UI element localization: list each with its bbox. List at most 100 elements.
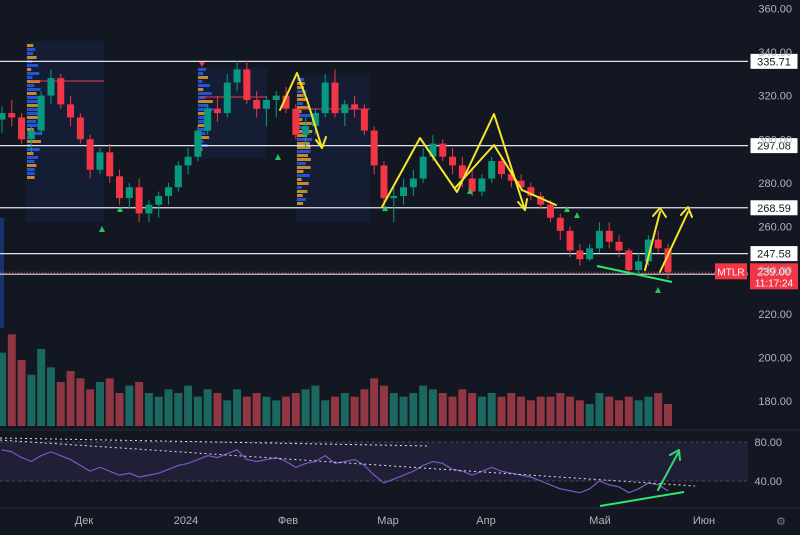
symbol-badge [715,263,747,280]
candle-body [204,108,212,131]
signal-triangle [655,287,661,293]
volume-profile-bar [27,104,41,107]
candle-body [576,250,584,260]
arrow-head [652,207,667,218]
candle-body [96,152,104,170]
candle-body [439,143,447,157]
volume-bar [37,349,46,426]
candle-body [654,239,662,249]
candle-body [37,95,45,131]
volume-bar [468,393,477,426]
signal-triangle [117,206,123,212]
candle-body [644,239,652,262]
candle-body [184,156,192,166]
time-tick-label: Май [589,515,611,527]
settings-gear-icon[interactable]: ⚙ [776,516,786,528]
price-tick-label: 180.00 [758,396,792,408]
volume-profile-bar [297,150,311,153]
time-tick-label: Апр [476,515,495,527]
candle-body [429,143,437,157]
volume-bar [428,389,437,426]
countdown-label: 11:17:24 [755,278,794,289]
volume-bar [644,396,653,426]
candle-body [419,156,427,179]
candle-body [155,195,163,205]
candle-body [213,108,221,114]
rsi-band [0,442,748,481]
volume-profile-bar [27,56,37,59]
candle-body [76,117,84,140]
volume-bar [17,360,26,426]
signal-triangle [574,212,580,218]
rsi-tick-label: 80.00 [754,437,782,449]
volume-bar [497,396,506,426]
volume-profile-bar [297,178,302,181]
volume-bar [331,396,339,426]
price-tick-label: 280.00 [758,178,792,190]
horizontal-levels: 335.71297.08268.59247.58238.14MTLR239.00… [0,52,799,290]
candle-body [351,104,359,109]
volume-profile-bar [27,44,34,47]
volume-profile-bar [297,114,311,117]
volume-bar [438,393,447,426]
signal-triangle [199,62,205,67]
candle-body [566,230,574,251]
volume-bar [291,393,300,426]
volume-profile-bar [297,202,304,205]
candle-body [27,130,35,140]
candle-body [625,250,633,271]
price-tick-label: 200.00 [758,352,792,364]
zigzag-arrow [381,113,526,211]
volume-bar [536,396,545,426]
volume-bar [262,396,271,426]
volume-bar [144,393,153,426]
rsi-tick-label: 40.00 [754,476,782,488]
volume-profile-bar [297,166,311,169]
candle-body [18,117,26,140]
volume-profile-bar [198,84,211,87]
volume-bar [115,393,124,426]
volume-bar [233,389,242,426]
symbol-label: MTLR [717,267,744,278]
volume-bar [507,393,516,426]
volume-bar [526,400,535,426]
candle-body [488,161,496,179]
volume-bar [654,393,663,426]
candlesticks [0,60,672,279]
candle-body [292,108,300,135]
volume-bar [7,334,16,426]
volume-bar [164,389,173,426]
up-arrow [644,211,661,271]
candle-body [449,156,457,166]
volume-profile-bar [297,138,313,141]
volume-bar [624,396,633,426]
candle-body [233,69,241,83]
volume-profile-bar [27,168,35,171]
volume-bar [193,396,202,426]
volume-bar [389,393,398,426]
candle-body [546,204,554,218]
price-tick-label: 240.00 [758,265,792,277]
candle-body [468,178,476,192]
volume-bar [56,382,65,426]
volume-bar [0,352,6,426]
volume-profile-bar [297,98,308,101]
candle-body [664,248,672,273]
volume-bar [174,393,183,426]
level-label: 297.08 [757,141,791,153]
volume-bar [379,385,388,426]
volume-profile-bar [297,190,308,193]
candle-body [272,95,280,100]
volume-bar [223,400,232,426]
candle-body [458,165,466,179]
up-arrow [659,211,689,273]
volume-profile-overlays [0,41,370,328]
volume-bar [585,404,594,426]
arrow-head [315,136,327,149]
volume-bar [203,389,212,426]
price-grid [0,429,800,509]
volume-profile-bar [297,122,312,125]
rsi-trendline [0,437,431,447]
volume-profile-bar [27,160,35,163]
